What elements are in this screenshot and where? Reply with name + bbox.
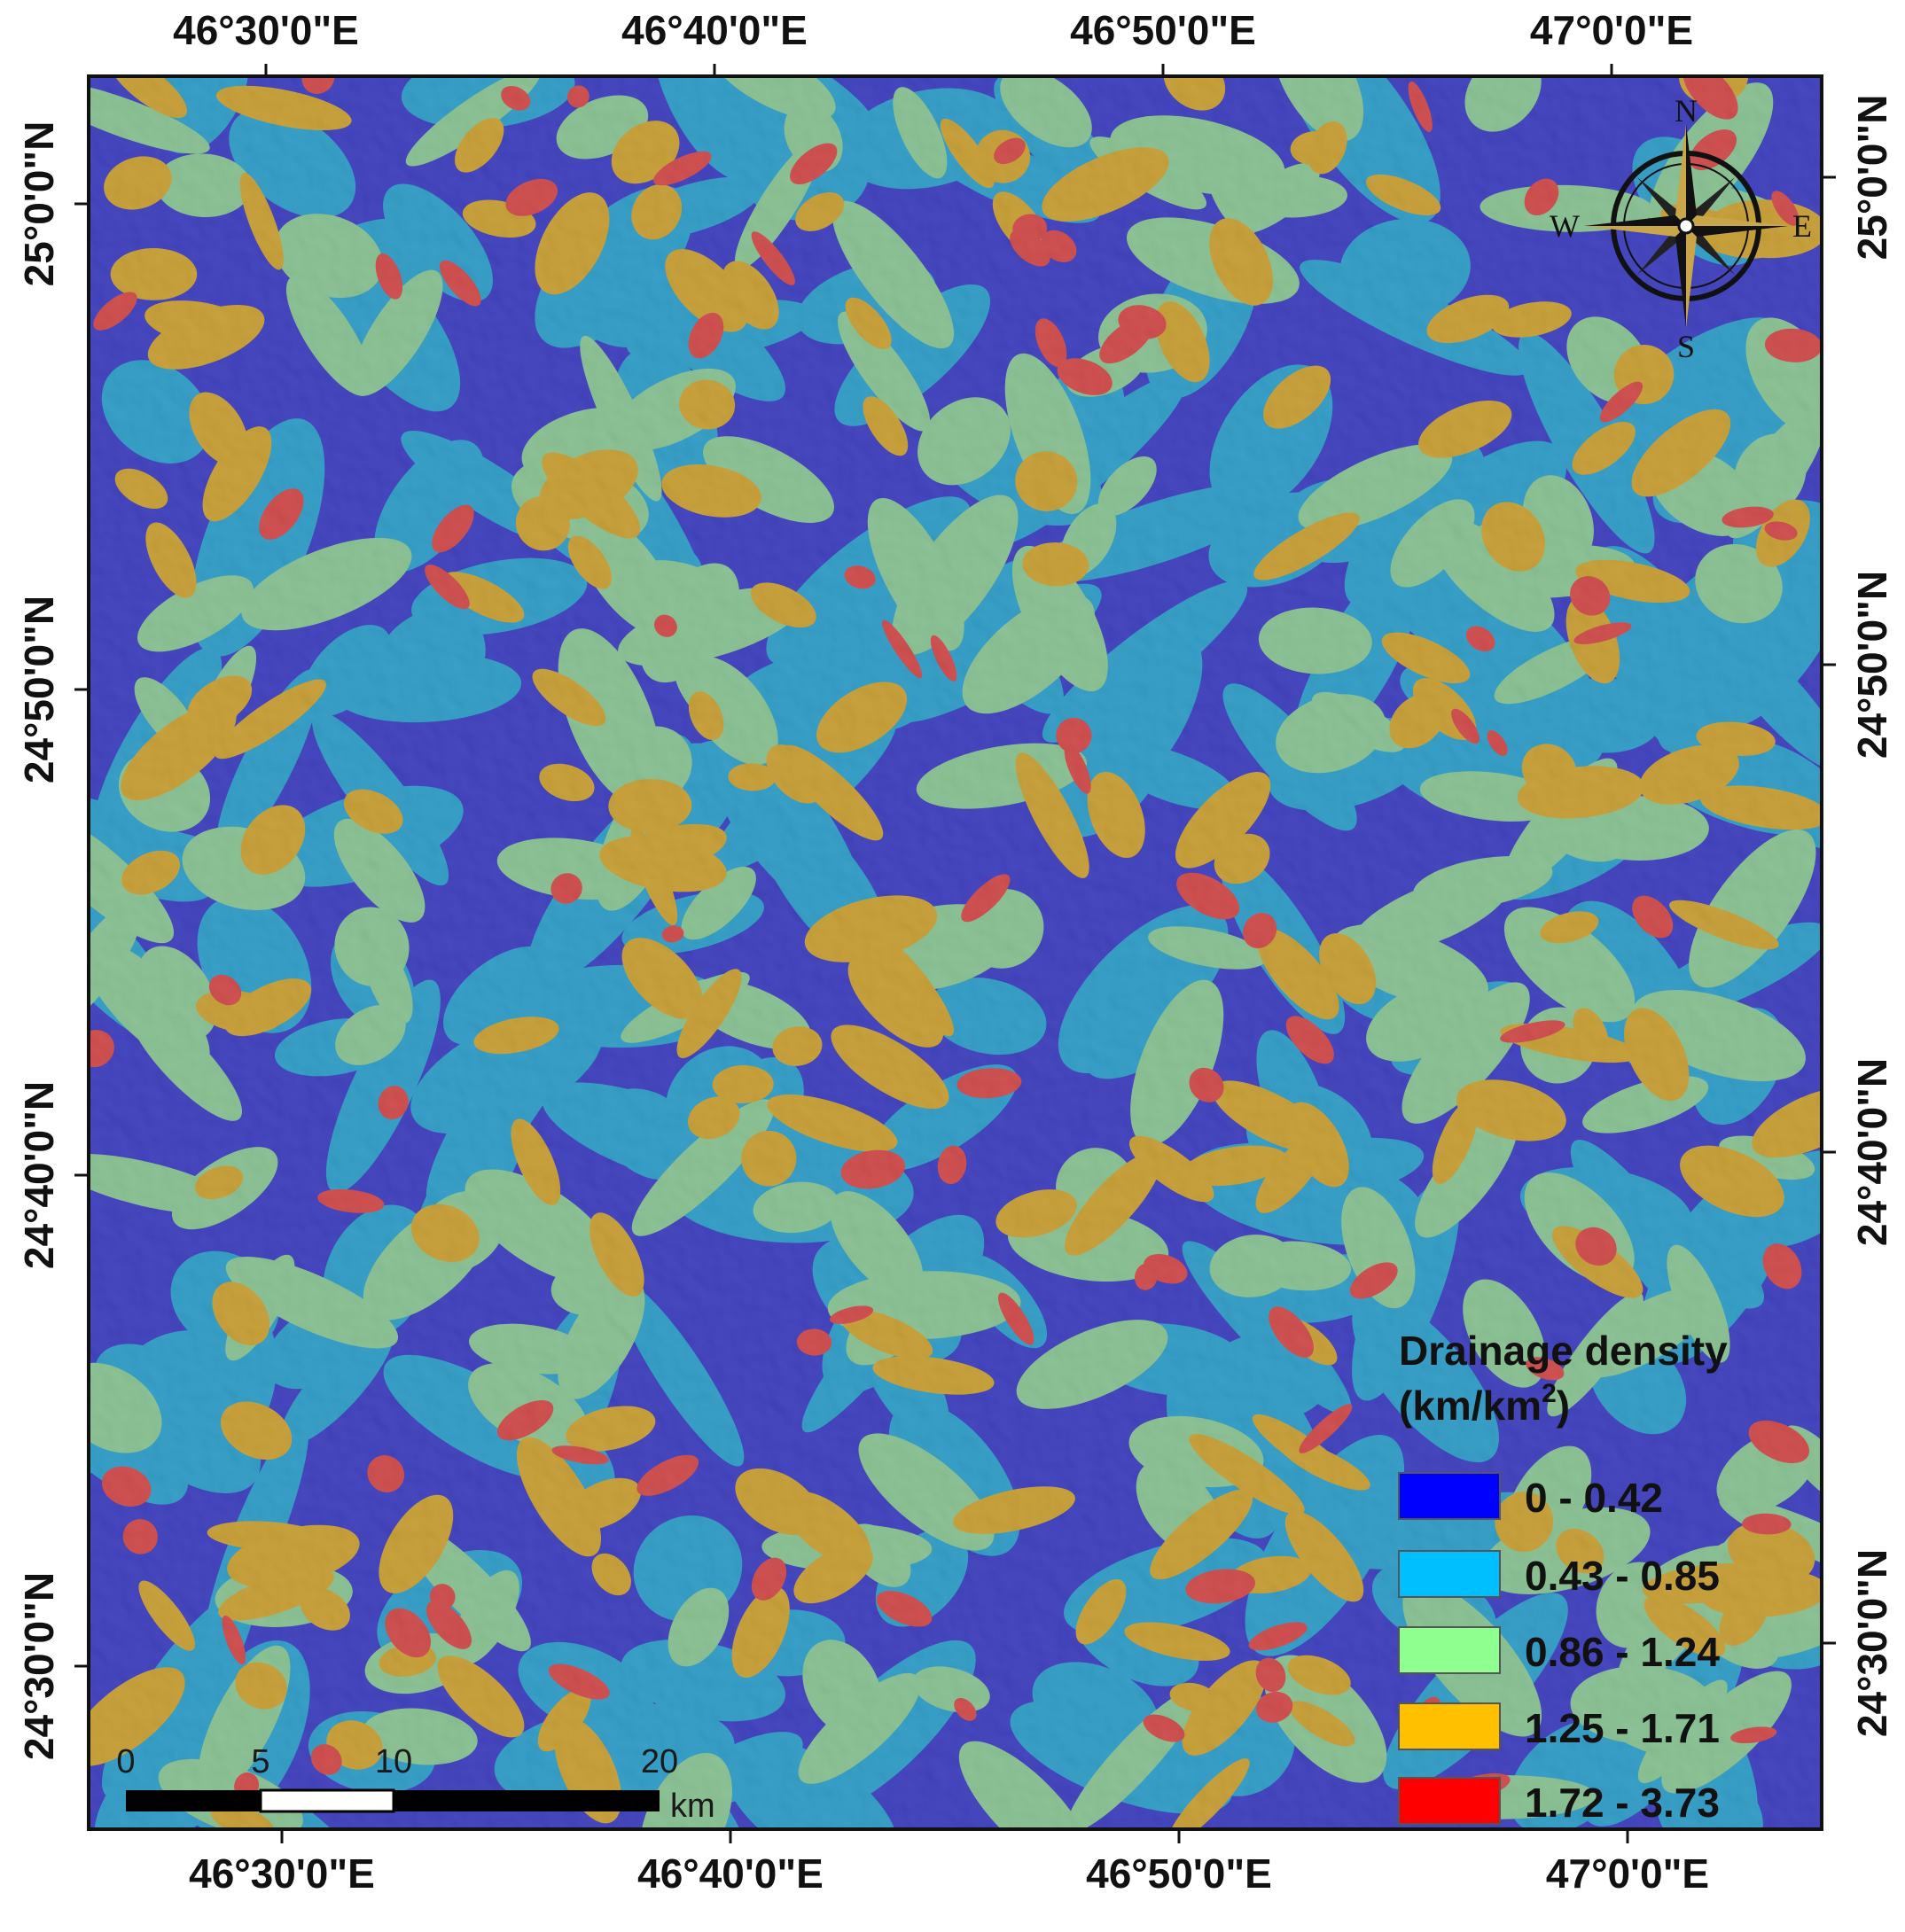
legend-title-line2: (km/km2) xyxy=(1399,1379,1570,1429)
legend-label-4: 1.25 - 1.71 xyxy=(1525,1705,1720,1751)
left-tick-label: 24°40'0"N xyxy=(16,1081,62,1269)
legend-label-2: 0.43 - 0.85 xyxy=(1525,1553,1720,1599)
bottom-tick-label: 46°30'0"E xyxy=(189,1850,375,1897)
compass-east-point-icon xyxy=(1686,226,1788,237)
legend-swatch-2 xyxy=(1398,1550,1501,1598)
left-tick-label: 25°0'0"N xyxy=(16,121,62,287)
bottom-tick-label: 46°40'0"E xyxy=(637,1850,824,1897)
legend-title-unit: (km/km xyxy=(1399,1383,1542,1429)
compass-s-label: S xyxy=(1677,329,1695,364)
top-tick-label: 46°40'0"E xyxy=(621,7,808,53)
legend-title-line1: Drainage density xyxy=(1399,1328,1728,1374)
scale-label-20: 20 xyxy=(641,1743,678,1780)
top-tick-label: 46°30'0"E xyxy=(173,7,359,53)
right-tick-label: 24°40'0"N xyxy=(1849,1058,1895,1246)
compass-north-point-light-icon xyxy=(1675,124,1686,226)
hillshade-overlay xyxy=(89,76,1822,1829)
right-tick-label: 24°30'0"N xyxy=(1849,1549,1895,1737)
compass-east-point-light-icon xyxy=(1686,215,1788,226)
scale-bar: 0 5 10 20 km xyxy=(116,1743,714,1825)
compass-north-point-icon xyxy=(1686,124,1697,226)
compass-e-label: E xyxy=(1792,208,1812,244)
legend-label-1: 0 - 0.42 xyxy=(1525,1475,1663,1521)
compass-w-label: W xyxy=(1550,208,1580,244)
compass-n-label: N xyxy=(1675,93,1698,129)
north-arrow: N S E W xyxy=(1550,93,1812,364)
compass-west-point-icon xyxy=(1584,215,1686,226)
scale-segment-1 xyxy=(126,1790,261,1811)
compass-center-icon xyxy=(1677,217,1695,235)
bottom-graticule-labels: 46°30'0"E 46°40'0"E 46°50'0"E 47°0'0"E xyxy=(189,1829,1709,1897)
legend-swatch-3 xyxy=(1398,1626,1501,1674)
top-tick-label: 47°0'0"E xyxy=(1530,7,1693,53)
scale-label-10: 10 xyxy=(375,1743,412,1780)
legend-title-superscript: 2 xyxy=(1542,1379,1557,1408)
right-graticule-labels: 25°0'0"N 24°50'0"N 24°40'0"N 24°30'0"N xyxy=(1822,95,1895,1737)
top-graticule-labels: 46°30'0"E 46°40'0"E 46°50'0"E 47°0'0"E xyxy=(173,7,1693,76)
scale-segment-3 xyxy=(394,1790,660,1811)
compass-west-point-light-icon xyxy=(1584,226,1686,237)
right-tick-label: 24°50'0"N xyxy=(1849,571,1895,759)
legend-label-3: 0.86 - 1.24 xyxy=(1525,1629,1720,1675)
legend-swatch-1 xyxy=(1398,1472,1501,1520)
legend-label-5: 1.72 - 3.73 xyxy=(1525,1780,1720,1826)
scale-label-0: 0 xyxy=(116,1743,135,1780)
right-tick-label: 25°0'0"N xyxy=(1849,95,1895,261)
top-tick-label: 46°50'0"E xyxy=(1070,7,1256,53)
legend-swatch-5 xyxy=(1398,1777,1501,1825)
compass-south-point-icon xyxy=(1675,226,1686,328)
map-frame xyxy=(87,74,1823,1831)
scale-segment-2 xyxy=(259,1788,395,1813)
bottom-tick-label: 47°0'0"E xyxy=(1546,1850,1709,1897)
legend: Drainage density (km/km2) 0 - 0.42 0.43 … xyxy=(1398,1328,1728,1826)
left-graticule-labels: 25°0'0"N 24°50'0"N 24°40'0"N 24°30'0"N xyxy=(16,121,89,1760)
compass-south-point-light-icon xyxy=(1686,226,1697,328)
scale-unit-label: km xyxy=(670,1788,715,1825)
left-tick-label: 24°50'0"N xyxy=(16,596,62,783)
left-tick-label: 24°30'0"N xyxy=(16,1572,62,1760)
scale-label-5: 5 xyxy=(251,1743,269,1780)
legend-swatch-4 xyxy=(1398,1702,1501,1750)
bottom-tick-label: 46°50'0"E xyxy=(1086,1850,1272,1897)
legend-title-close: ) xyxy=(1557,1383,1570,1429)
